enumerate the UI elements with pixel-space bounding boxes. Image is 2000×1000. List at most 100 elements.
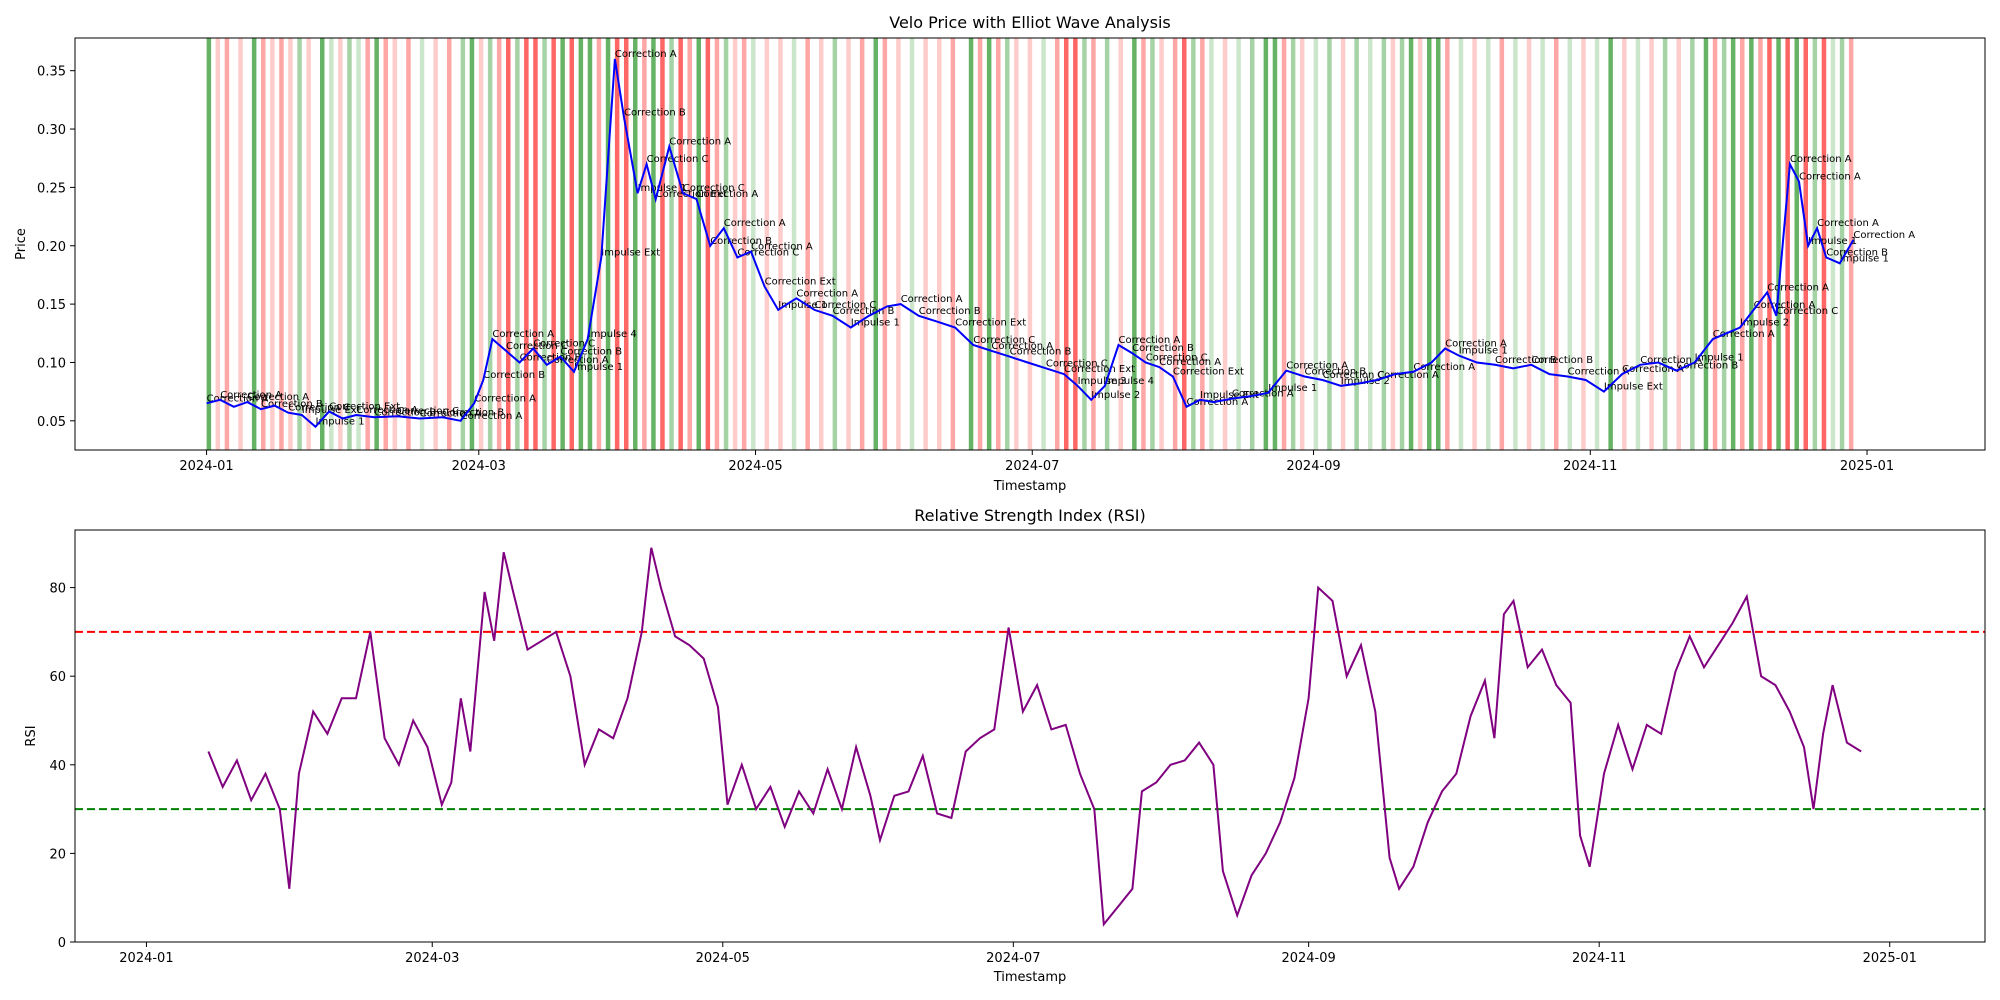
wave-annotation: Correction A xyxy=(461,411,523,422)
wave-annotation: Correction C xyxy=(815,300,877,311)
wave-annotation: Impulse 1 xyxy=(316,417,365,428)
wave-band xyxy=(1041,38,1046,450)
wave-annotation: Correction C xyxy=(683,183,745,194)
wave-band xyxy=(1182,38,1187,450)
y-tick-label: 0.25 xyxy=(37,181,66,196)
wave-annotation: Impulse 1 xyxy=(778,300,827,311)
wave-band xyxy=(206,38,212,450)
wave-annotation: Correction A xyxy=(1622,364,1684,375)
wave-band xyxy=(614,38,620,450)
wave-band xyxy=(633,38,638,450)
wave-band xyxy=(723,38,729,450)
wave-annotation: Correction Ext xyxy=(656,189,727,200)
wave-band xyxy=(1567,38,1573,450)
wave-band xyxy=(365,38,370,450)
wave-annotation: Impulse 1 xyxy=(1459,346,1508,357)
y-tick-label: 0.15 xyxy=(37,298,66,313)
wave-annotation: Correction A xyxy=(1119,335,1181,346)
wave-annotation: Correction C xyxy=(288,403,350,414)
wave-band xyxy=(1821,38,1827,450)
wave-annotation: Correction A xyxy=(1754,300,1816,311)
x-tick-label: 2024-07 xyxy=(986,951,1040,966)
wave-band xyxy=(1104,38,1110,450)
wave-band xyxy=(533,38,538,450)
wave-band xyxy=(1486,38,1491,450)
wave-annotation: Correction A xyxy=(1790,154,1852,165)
wave-band xyxy=(297,38,302,450)
wave-annotation: Correction A xyxy=(1445,339,1507,350)
wave-annotation: Correction Ext xyxy=(1173,367,1244,378)
wave-annotation: Correction B xyxy=(1826,247,1888,258)
wave-annotation: Correction A xyxy=(697,189,759,200)
wave-annotation: Correction A xyxy=(220,390,282,401)
wave-band xyxy=(383,38,388,450)
wave-band xyxy=(805,38,810,450)
wave-band xyxy=(678,38,683,450)
y-tick-label: 0.20 xyxy=(37,240,66,255)
wave-band xyxy=(1649,38,1654,450)
rsi-threshold-lines xyxy=(75,630,1985,811)
wave-band xyxy=(1594,38,1600,450)
wave-band xyxy=(705,38,711,450)
wave-annotation: Correction C xyxy=(1046,358,1108,369)
wave-annotation: Impulse Ext xyxy=(601,247,660,258)
wave-annotation: Correction A xyxy=(1286,361,1348,372)
wave-band xyxy=(1730,38,1736,450)
wave-annotation: Correction B xyxy=(1010,347,1072,358)
wave-band xyxy=(1776,38,1781,450)
x-tick-label: 2024-09 xyxy=(1281,951,1335,966)
wave-band xyxy=(288,38,293,450)
wave-band xyxy=(356,38,361,450)
y-tick-label: 0.30 xyxy=(37,123,66,138)
wave-band xyxy=(1581,38,1586,450)
wave-annotation: Correction A xyxy=(1767,282,1829,293)
wave-band xyxy=(1758,38,1763,450)
wave-annotation: Correction A xyxy=(901,294,963,305)
wave-band xyxy=(819,38,824,450)
wave-band xyxy=(1118,38,1123,450)
wave-band xyxy=(469,38,475,450)
wave-band xyxy=(460,38,466,450)
wave-band xyxy=(1839,38,1845,450)
wave-band xyxy=(1767,38,1772,450)
wave-band xyxy=(1635,38,1641,450)
wave-band xyxy=(251,38,257,450)
wave-annotation: Correction A xyxy=(474,393,536,404)
wave-band xyxy=(1313,38,1319,450)
x-tick-label: 2024-03 xyxy=(405,951,459,966)
wave-band xyxy=(846,38,851,450)
wave-band xyxy=(1526,38,1532,450)
wave-band xyxy=(1191,38,1196,450)
wave-band xyxy=(714,38,720,450)
wave-band xyxy=(1445,38,1450,450)
wave-band xyxy=(1055,38,1060,450)
wave-band xyxy=(1472,38,1477,450)
wave-band xyxy=(624,38,629,450)
wave-band xyxy=(1091,38,1096,450)
y-tick-label: 60 xyxy=(49,670,66,685)
wave-band xyxy=(986,38,992,450)
wave-annotation: Correction Ext xyxy=(955,318,1026,329)
wave-band xyxy=(660,38,665,450)
wave-annotation: Correction C xyxy=(737,247,799,258)
wave-band xyxy=(1499,38,1505,450)
wave-annotation: Correction B xyxy=(624,107,686,118)
price-panel: Velo Price with Elliot Wave Analysis Cor… xyxy=(14,13,1986,494)
wave-band xyxy=(1740,38,1745,450)
wave-annotation: Correction A xyxy=(420,409,482,420)
wave-band xyxy=(261,38,266,450)
wave-annotation: Correction A xyxy=(1799,172,1861,183)
wave-annotation: Correction Ext xyxy=(765,277,836,288)
wave-annotation: Correction C xyxy=(1323,370,1385,381)
wave-band xyxy=(1676,38,1681,450)
wave-band xyxy=(1200,38,1205,450)
wave-band xyxy=(1327,38,1332,450)
x-tick-label: 2025-01 xyxy=(1840,459,1894,474)
y-tick-label: 0 xyxy=(58,936,66,951)
wave-band xyxy=(215,38,221,450)
wave-band xyxy=(1408,38,1414,450)
y-tick-label: 80 xyxy=(49,582,66,597)
wave-annotation: Correction C xyxy=(1776,306,1838,317)
